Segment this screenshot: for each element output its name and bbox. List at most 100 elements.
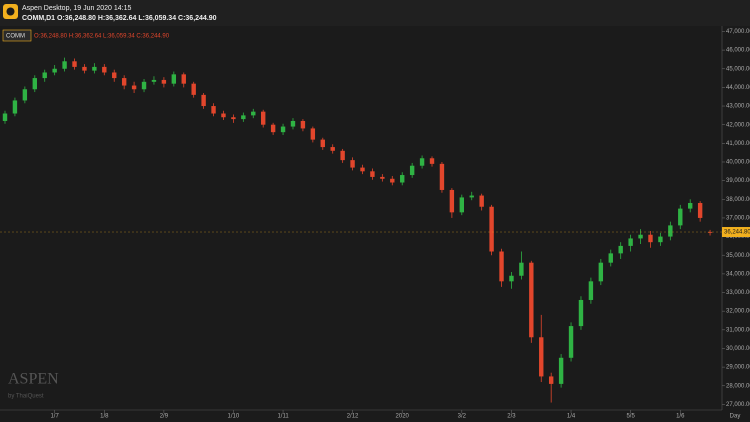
- x-tick-label: 3/2: [458, 414, 467, 420]
- candle-body: [22, 89, 28, 101]
- y-tick-label: 41,000.00: [726, 141, 750, 147]
- y-tick-label: 37,000.00: [726, 216, 750, 222]
- candle-body: [469, 195, 474, 198]
- x-tick-label: 2020: [396, 414, 410, 420]
- candle-body: [707, 231, 713, 233]
- candle-body: [499, 251, 504, 282]
- watermark-by: by ThaiQuest: [8, 394, 44, 400]
- candle-body: [251, 111, 256, 116]
- candle-body: [370, 171, 375, 177]
- x-tick-label: 5/5: [626, 414, 635, 420]
- candle-body: [658, 236, 663, 243]
- candle-body: [211, 106, 216, 114]
- candle-body: [320, 139, 325, 148]
- candle-body: [390, 178, 395, 183]
- x-tick-label: 2/3: [507, 414, 516, 420]
- candle-body: [529, 262, 534, 338]
- candle-body: [270, 124, 276, 133]
- candle-body: [191, 83, 196, 95]
- candle-body: [102, 66, 107, 73]
- candle-body: [489, 206, 494, 252]
- candle-body: [171, 74, 177, 84]
- x-tick-label: 2/9: [160, 414, 169, 420]
- legend-ohlc: O:36,248.80 H:36,362.64 L:36,059.34 C:36…: [34, 34, 170, 40]
- candle-body: [330, 147, 335, 151]
- candle-body: [509, 275, 514, 282]
- y-tick-label: 33,000.00: [726, 290, 750, 296]
- candle-body: [638, 234, 643, 239]
- y-tick-label: 27,000.00: [726, 402, 750, 408]
- candle-body: [2, 113, 8, 121]
- candle-body: [439, 163, 445, 190]
- candle-body: [12, 100, 18, 114]
- candle-body: [668, 225, 673, 237]
- candle-body: [62, 61, 67, 69]
- candle-body: [588, 281, 594, 300]
- candle-body: [231, 117, 236, 120]
- y-tick-label: 47,000.00: [726, 29, 750, 35]
- candle-body: [419, 158, 425, 166]
- candle-body: [300, 120, 306, 129]
- y-tick-label: 38,000.00: [726, 197, 750, 203]
- candle-body: [618, 245, 623, 254]
- app-icon-dot: [6, 7, 15, 16]
- candle-body: [688, 203, 693, 209]
- x-tick-label: 1/4: [567, 414, 576, 420]
- y-tick-label: 42,000.00: [726, 122, 750, 128]
- candle-body: [568, 326, 574, 358]
- candle-body: [429, 158, 435, 164]
- y-tick-label: 30,000.00: [726, 346, 750, 352]
- x-tick-label: 1/6: [676, 414, 685, 420]
- y-tick-label: 31,000.00: [726, 327, 750, 333]
- candle-body: [112, 72, 117, 79]
- candle-body: [52, 68, 57, 73]
- x-tick-label: 1/11: [277, 414, 289, 420]
- candle-body: [697, 203, 703, 218]
- candle-body: [400, 175, 405, 183]
- symbol-line: COMM,D1 O:36,248.80 H:36,362.64 L:36,059…: [22, 15, 217, 22]
- candle-body: [32, 78, 37, 90]
- candle-body: [181, 74, 186, 84]
- watermark-brand: ASPEN: [8, 371, 59, 388]
- candle-body: [548, 376, 554, 384]
- y-tick-label: 29,000.00: [726, 365, 750, 371]
- app-title: Aspen Desktop, 19 Jun 2020 14:15: [22, 5, 131, 12]
- candle-body: [449, 189, 455, 213]
- y-tick-label: 45,000.00: [726, 66, 750, 72]
- current-price-label: 36,244.80: [724, 230, 750, 236]
- candle-body: [151, 79, 157, 82]
- y-tick-label: 35,000.00: [726, 253, 750, 259]
- x-axis-label: Day: [730, 414, 741, 420]
- y-tick-label: 40,000.00: [726, 160, 750, 166]
- candle-body: [280, 126, 286, 133]
- candle-body: [201, 94, 206, 107]
- y-tick-label: 34,000.00: [726, 271, 750, 277]
- candle-body: [340, 150, 345, 161]
- candle-body: [121, 78, 127, 86]
- candle-body: [380, 176, 385, 179]
- candle-body: [161, 79, 167, 84]
- candle-body: [131, 85, 137, 90]
- candle-body: [290, 120, 296, 127]
- x-tick-label: 1/10: [228, 414, 240, 420]
- candle-body: [221, 113, 226, 118]
- header-bar: [0, 0, 750, 26]
- y-tick-label: 36,000.00: [726, 234, 750, 240]
- candle-body: [360, 167, 365, 172]
- candle-body: [260, 111, 266, 125]
- current-price-box: [722, 227, 750, 238]
- candle-body: [519, 262, 524, 276]
- legend-symbol: COMM: [6, 34, 25, 40]
- y-tick-label: 46,000.00: [726, 48, 750, 54]
- x-tick-label: 1/8: [100, 414, 109, 420]
- legend-box: [2, 29, 32, 42]
- candle-body: [141, 81, 147, 90]
- candle-body: [350, 160, 355, 168]
- candle-body: [648, 234, 653, 243]
- candle-body: [72, 61, 77, 67]
- candle-body: [558, 357, 564, 384]
- y-tick-label: 43,000.00: [726, 104, 750, 110]
- x-tick-label: 2/12: [347, 414, 359, 420]
